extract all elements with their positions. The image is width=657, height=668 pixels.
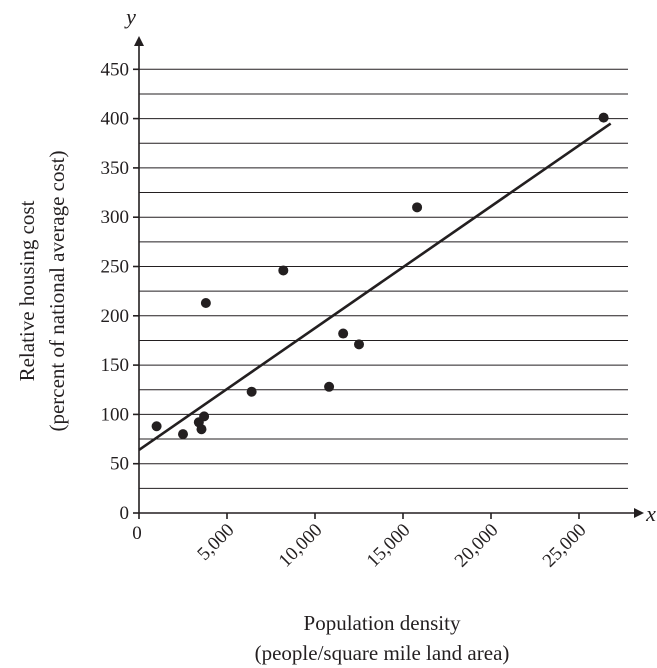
data-point-6 <box>200 297 211 308</box>
data-point-12 <box>412 202 423 213</box>
y-tick-label-150: 150 <box>101 355 130 376</box>
x-axis-title-line1: Population density <box>304 611 461 635</box>
y-tick-label-400: 400 <box>101 109 130 130</box>
y-tick-label-100: 100 <box>101 404 130 425</box>
y-tick-label-200: 200 <box>101 306 130 327</box>
data-point-5 <box>199 411 210 422</box>
y-axis-title-line1: Relative housing cost <box>15 200 39 381</box>
y-axis-variable: y <box>124 4 136 29</box>
x-tick-label-25000: 25,000 <box>539 520 591 572</box>
grid-lines <box>139 68 628 489</box>
x-tick-label-15000: 15,000 <box>363 520 415 572</box>
data-point-1 <box>151 421 162 432</box>
x-axis-variable: x <box>645 501 656 526</box>
x-axis-arrowhead <box>634 508 644 518</box>
data-point-8 <box>278 265 289 276</box>
x-tick-label-10000: 10,000 <box>275 520 327 572</box>
y-tick-label-250: 250 <box>101 257 130 278</box>
data-point-11 <box>354 339 364 350</box>
data-point-10 <box>338 328 349 339</box>
x-tick-label-20000: 20,000 <box>451 520 503 572</box>
data-layer <box>138 112 612 451</box>
y-tick-label-450: 450 <box>101 59 130 80</box>
data-point-9 <box>324 381 335 392</box>
y-tick-label-0: 0 <box>120 503 130 524</box>
y-tick-label-300: 300 <box>101 207 130 228</box>
y-axis-arrowhead <box>134 36 144 46</box>
y-tick-label-350: 350 <box>101 158 130 179</box>
line-of-best-fit <box>138 122 612 451</box>
y-axis-title-line2: (percent of national average cost) <box>45 150 69 431</box>
data-point-2 <box>178 429 188 440</box>
x-tick-label-5000: 5,000 <box>193 520 238 565</box>
x-tick-label-0: 0 <box>132 523 142 544</box>
x-axis-title-line2: (people/square mile land area) <box>255 641 510 665</box>
y-tick-label-50: 50 <box>110 454 129 475</box>
data-point-13 <box>598 112 609 123</box>
data-point-7 <box>246 386 257 397</box>
data-point-4 <box>196 424 207 435</box>
axes <box>134 36 644 518</box>
